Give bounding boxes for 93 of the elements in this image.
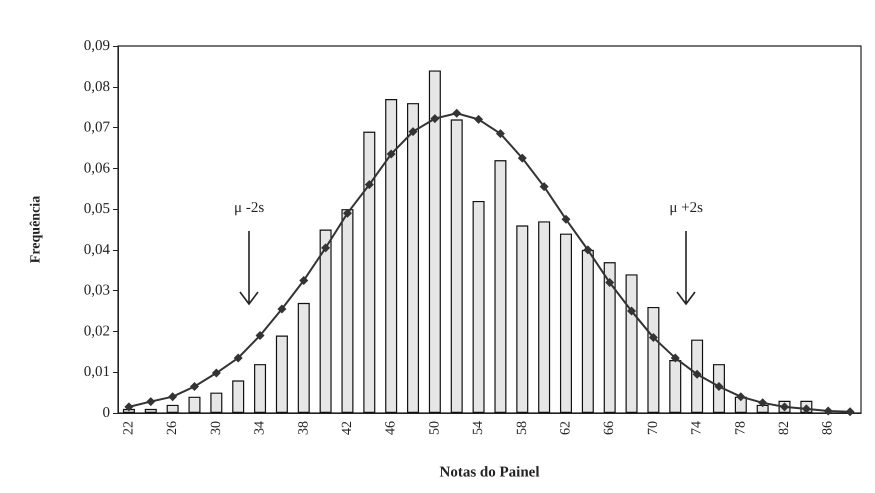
- point: [670, 353, 680, 362]
- point: [627, 306, 636, 316]
- bar: [428, 70, 441, 413]
- point: [496, 129, 505, 138]
- bar: [144, 408, 157, 413]
- x-axis-title: Notas do Painel: [439, 464, 540, 480]
- bar: [320, 230, 332, 413]
- bar: [122, 408, 135, 413]
- bar: [166, 404, 179, 413]
- x-tick-label: 34: [252, 421, 268, 435]
- point: [758, 398, 768, 408]
- y-tick-label: 0: [102, 405, 110, 421]
- y-tick-label: 0,04: [84, 242, 110, 258]
- point: [540, 182, 549, 192]
- bar: [691, 340, 704, 413]
- point: [190, 382, 199, 391]
- bar: [276, 336, 288, 413]
- point: [714, 382, 724, 391]
- bar: [254, 364, 266, 413]
- y-tick-label: 0,07: [84, 120, 110, 136]
- point: [408, 127, 418, 136]
- point: [648, 333, 658, 342]
- bar: [472, 200, 485, 413]
- x-tick-label: 74: [690, 421, 705, 435]
- point: [452, 108, 462, 118]
- bar: [582, 250, 594, 413]
- point: [146, 397, 156, 406]
- point: [605, 278, 614, 288]
- point: [518, 154, 527, 163]
- bar: [626, 274, 638, 413]
- point: [824, 406, 833, 416]
- y-tick-label: 0,03: [84, 282, 110, 299]
- x-tick-label: 58: [514, 421, 530, 435]
- bar: [450, 119, 463, 413]
- bar: [494, 160, 506, 413]
- point: [583, 245, 592, 254]
- point: [846, 407, 855, 416]
- x-tick-label: 30: [208, 421, 224, 435]
- point: [736, 392, 746, 402]
- point: [364, 180, 374, 190]
- bar: [647, 306, 660, 413]
- x-tick-label: 42: [340, 421, 355, 435]
- bar: [538, 221, 550, 413]
- x-tick-label: 82: [777, 421, 792, 435]
- bar: [363, 132, 376, 413]
- point: [277, 304, 286, 314]
- annotation: μ -2s: [234, 200, 264, 217]
- point: [386, 150, 396, 159]
- point: [802, 404, 811, 414]
- point: [256, 331, 265, 340]
- bar: [188, 396, 200, 413]
- point: [234, 353, 243, 362]
- y-tick-label: 0,09: [84, 38, 110, 54]
- annotation: μ +2s: [669, 200, 703, 217]
- bar: [341, 209, 354, 413]
- y-tick-label: 0,01: [84, 364, 110, 380]
- y-tick-label: 0,02: [84, 323, 110, 340]
- bar: [516, 225, 528, 413]
- point: [561, 214, 570, 224]
- x-tick-label: 22: [121, 421, 136, 435]
- x-tick-label: 54: [471, 421, 486, 435]
- point: [342, 208, 352, 218]
- x-tick-label: 66: [602, 421, 618, 435]
- point: [692, 370, 702, 379]
- point: [321, 243, 330, 252]
- bar: [298, 302, 310, 413]
- x-tick-label: 86: [820, 421, 836, 435]
- y-tick-label: 0,05: [84, 201, 110, 218]
- bar: [669, 360, 682, 413]
- point: [168, 392, 178, 402]
- y-axis-title: Frequência: [28, 196, 44, 264]
- x-tick-label: 46: [384, 421, 399, 435]
- x-tick-label: 62: [558, 421, 574, 435]
- point: [474, 114, 484, 124]
- x-tick-label: 26: [165, 421, 180, 435]
- point: [299, 276, 308, 285]
- bar: [604, 262, 616, 413]
- bar: [385, 99, 398, 413]
- point: [124, 402, 134, 412]
- bar: [756, 404, 769, 413]
- x-tick-label: 38: [296, 421, 312, 435]
- x-tick-label: 50: [427, 421, 442, 435]
- bar: [210, 392, 222, 413]
- bar: [232, 380, 244, 413]
- x-tick-label: 78: [733, 421, 748, 435]
- point: [430, 114, 440, 124]
- bar: [407, 103, 420, 413]
- point: [212, 368, 221, 378]
- bar: [712, 364, 725, 413]
- y-tick-label: 0,08: [84, 78, 110, 95]
- y-tick-label: 0,06: [84, 160, 110, 176]
- bar: [560, 234, 572, 413]
- x-tick-label: 70: [646, 421, 661, 435]
